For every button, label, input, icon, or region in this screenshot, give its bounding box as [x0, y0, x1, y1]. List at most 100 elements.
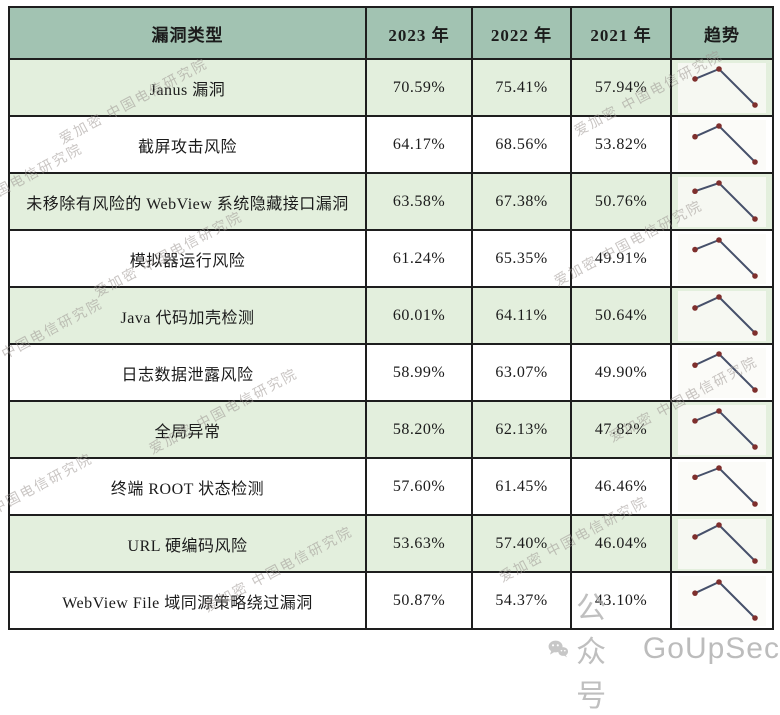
pct-2021-cell: 47.82% [570, 400, 672, 459]
trend-sparkline [692, 407, 758, 450]
trend-cell [670, 229, 774, 288]
trend-cell [670, 172, 774, 231]
vuln-type-cell: URL 硬编码风险 [8, 514, 367, 573]
trend-point [752, 386, 758, 393]
pct-2022-cell: 61.45% [471, 457, 572, 516]
trend-point [752, 215, 758, 222]
table-row: 模拟器运行风险 61.24% 65.35% 49.91% [8, 229, 774, 288]
trend-chart-patch [678, 404, 766, 455]
trend-point [752, 500, 758, 507]
pct-2023-cell: 61.24% [365, 229, 473, 288]
trend-point [692, 533, 698, 540]
trend-chart-patch [678, 347, 766, 398]
trend-point [716, 464, 722, 471]
pct-2023-cell: 64.17% [365, 115, 473, 174]
pct-2021-cell: 49.91% [570, 229, 672, 288]
trend-cell [670, 58, 774, 117]
table-row: URL 硬编码风险 53.63% 57.40% 46.04% [8, 514, 774, 573]
column-header-trend: 趋势 [670, 6, 774, 60]
vuln-type-cell: 截屏攻击风险 [8, 115, 367, 174]
pct-2021-cell: 49.90% [570, 343, 672, 402]
trend-sparkline [692, 464, 758, 507]
trend-point [716, 578, 722, 585]
trend-point [692, 187, 698, 194]
trend-point [716, 293, 722, 300]
trend-chart-patch [678, 518, 766, 569]
pct-2021-cell: 53.82% [570, 115, 672, 174]
vulnerability-table-figure: 漏洞类型 2023 年 2022 年 2021 年趋势 Janus 漏洞 70.59% 7… [0, 6, 779, 713]
vuln-type-cell: Java 代码加壳检测 [8, 286, 367, 345]
vuln-type-cell: 日志数据泄露风险 [8, 343, 367, 402]
pct-2021-cell: 50.64% [570, 286, 672, 345]
trend-cell [670, 115, 774, 174]
table-row: Janus 漏洞 70.59% 75.41% 57.94% [8, 58, 774, 117]
pct-2021-cell: 43.10% [570, 571, 672, 630]
pct-2023-cell: 58.20% [365, 400, 473, 459]
trend-cell [670, 571, 774, 630]
vuln-type-cell: 终端 ROOT 状态检测 [8, 457, 367, 516]
trend-point [752, 443, 758, 450]
pct-2021-cell: 50.76% [570, 172, 672, 231]
trend-point [692, 246, 698, 252]
trend-chart-patch [678, 575, 766, 626]
pct-2023-cell: 63.58% [365, 172, 473, 231]
trend-cell [670, 343, 774, 402]
vuln-type-cell: 未移除有风险的 WebView 系统隐藏接口漏洞 [8, 172, 367, 231]
pct-2022-cell: 63.07% [471, 343, 572, 402]
trend-sparkline [692, 122, 758, 165]
pct-2022-cell: 65.35% [471, 229, 572, 288]
pct-2023-cell: 60.01% [365, 286, 473, 345]
trend-point [752, 101, 758, 108]
pct-2023-cell: 53.63% [365, 514, 473, 573]
trend-sparkline [692, 65, 758, 108]
pct-2021-cell: 46.46% [570, 457, 672, 516]
trend-point [716, 179, 722, 186]
trend-point [692, 417, 698, 424]
pct-2022-cell: 67.38% [471, 172, 572, 231]
pct-2023-cell: 58.99% [365, 343, 473, 402]
trend-chart-patch [678, 176, 766, 227]
trend-point [716, 521, 722, 528]
trend-point [716, 407, 722, 414]
vuln-type-cell: 模拟器运行风险 [8, 229, 367, 288]
trend-chart-patch [678, 290, 766, 341]
table-body: Janus 漏洞 70.59% 75.41% 57.94% 截屏攻击风险 64.17% 68… [8, 58, 774, 630]
trend-point [692, 589, 698, 596]
trend-sparkline [692, 179, 758, 222]
trend-point [716, 350, 722, 357]
vuln-type-cell: Janus 漏洞 [8, 58, 367, 117]
trend-chart-patch [678, 62, 766, 113]
trend-chart-patch [678, 233, 766, 284]
trend-sparkline [692, 236, 758, 279]
trend-sparkline [692, 293, 758, 336]
trend-sparkline [692, 350, 758, 393]
trend-point [692, 133, 698, 140]
vuln-table: 漏洞类型 2023 年 2022 年 2021 年趋势 Janus 漏洞 70.59% 7… [8, 6, 774, 630]
trend-point [692, 304, 698, 311]
pct-2021-cell: 57.94% [570, 58, 672, 117]
column-header-y2021: 2021 年 [570, 6, 672, 60]
trend-point [716, 122, 722, 129]
table-row: Java 代码加壳检测 60.01% 64.11% 50.64% [8, 286, 774, 345]
trend-cell [670, 286, 774, 345]
header-row: 漏洞类型 2023 年 2022 年 2021 年趋势 [8, 6, 774, 60]
table-row: 全局异常 58.20% 62.13% 47.82% [8, 400, 774, 459]
trend-chart-patch [678, 119, 766, 170]
pct-2023-cell: 70.59% [365, 58, 473, 117]
trend-point [716, 236, 722, 243]
table-row: 截屏攻击风险 64.17% 68.56% 53.82% [8, 115, 774, 174]
trend-cell [670, 457, 774, 516]
wechat-icon [548, 640, 569, 658]
trend-cell [670, 400, 774, 459]
pct-2023-cell: 57.60% [365, 457, 473, 516]
table-header: 漏洞类型 2023 年 2022 年 2021 年趋势 [8, 6, 774, 60]
trend-point [692, 361, 698, 368]
trend-chart-patch [678, 461, 766, 512]
trend-point [692, 75, 698, 82]
trend-sparkline [692, 521, 758, 564]
pct-2021-cell: 46.04% [570, 514, 672, 573]
trend-point [692, 473, 698, 480]
pct-2022-cell: 75.41% [471, 58, 572, 117]
pct-2022-cell: 62.13% [471, 400, 572, 459]
trend-point [752, 272, 758, 279]
